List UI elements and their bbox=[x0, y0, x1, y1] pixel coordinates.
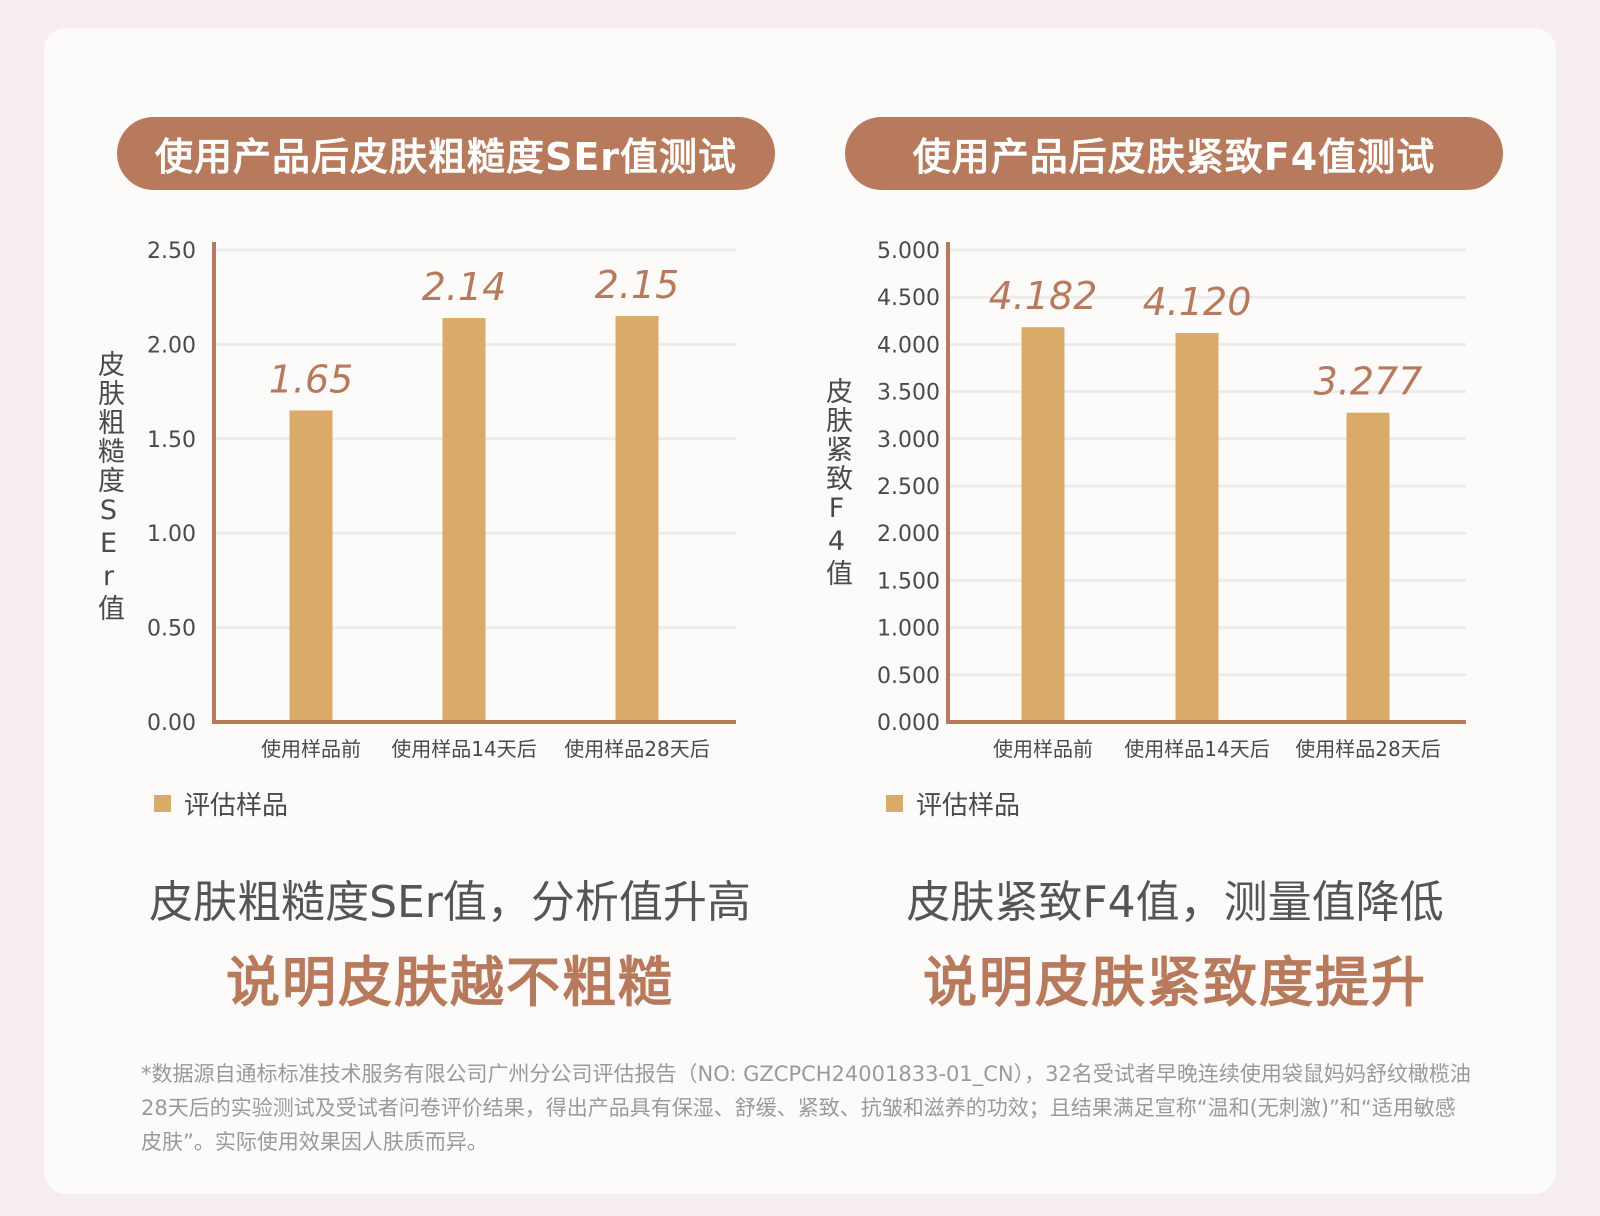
statement-firmness: 皮肤紧致F4值，测量值降低 bbox=[906, 877, 1444, 928]
y-tick-label: 1.000 bbox=[877, 617, 940, 642]
legend-swatch bbox=[154, 795, 171, 812]
chart-title-firmness: 使用产品后皮肤紧致F4值测试 bbox=[845, 117, 1503, 190]
y-tick-label: 4.500 bbox=[877, 286, 940, 311]
y-tick-label: 0.50 bbox=[147, 617, 196, 642]
statement-roughness: 皮肤粗糙度SEr值，分析值升高 bbox=[149, 877, 751, 928]
legend-label: 评估样品 bbox=[916, 791, 1021, 821]
y-axis-label-firmness: 皮肤紧致F4值 bbox=[821, 377, 852, 588]
y-tick-label: 0.500 bbox=[877, 664, 940, 689]
y-tick-label: 2.500 bbox=[877, 475, 940, 500]
conclusion-firmness: 说明皮肤紧致度提升 bbox=[923, 951, 1427, 1014]
legend-firmness: 评估样品 bbox=[886, 785, 1020, 822]
data-label: 3.277 bbox=[1314, 360, 1423, 404]
y-tick-label: 0.000 bbox=[877, 711, 940, 736]
data-label: 4.182 bbox=[989, 274, 1098, 318]
x-category-label: 使用样品28天后 bbox=[1295, 737, 1440, 761]
bar bbox=[1175, 333, 1219, 720]
y-tick-label: 3.000 bbox=[877, 428, 940, 453]
y-tick-label: 2.000 bbox=[877, 522, 940, 547]
x-category-label: 使用样品14天后 bbox=[1124, 737, 1269, 761]
y-tick-label: 3.500 bbox=[877, 381, 940, 406]
y-tick-label: 1.50 bbox=[147, 428, 196, 453]
y-tick-label: 2.00 bbox=[147, 333, 196, 358]
y-axis-label-roughness: 皮肤粗糙度SEr值 bbox=[93, 350, 124, 623]
y-tick-label: 4.000 bbox=[877, 333, 940, 358]
x-category-label: 使用样品前 bbox=[993, 737, 1093, 761]
bar bbox=[1021, 327, 1065, 720]
y-tick-label: 2.50 bbox=[147, 239, 196, 264]
data-label: 4.120 bbox=[1143, 280, 1252, 324]
legend-roughness: 评估样品 bbox=[154, 785, 288, 822]
data-label: 2.14 bbox=[422, 265, 507, 309]
legend-label: 评估样品 bbox=[184, 791, 289, 821]
x-category-label: 使用样品14天后 bbox=[391, 737, 536, 761]
bar bbox=[615, 316, 659, 720]
chart-title-roughness: 使用产品后皮肤粗糙度SEr值测试 bbox=[117, 117, 775, 190]
bar bbox=[1346, 412, 1390, 720]
conclusion-roughness: 说明皮肤越不粗糙 bbox=[226, 951, 674, 1014]
x-category-label: 使用样品28天后 bbox=[564, 737, 709, 761]
legend-swatch bbox=[886, 795, 903, 812]
data-label: 2.15 bbox=[595, 263, 680, 307]
y-tick-label: 1.00 bbox=[147, 522, 196, 547]
footnote-disclaimer: *数据源自通标标准技术服务有限公司广州分公司评估报告（NO: GZCPCH240… bbox=[141, 1062, 1471, 1154]
y-tick-label: 5.000 bbox=[877, 239, 940, 264]
y-tick-label: 0.00 bbox=[147, 711, 196, 736]
bar bbox=[442, 317, 486, 720]
bar bbox=[289, 410, 333, 720]
data-label: 1.65 bbox=[269, 357, 354, 401]
x-category-label: 使用样品前 bbox=[261, 737, 361, 761]
y-tick-label: 1.500 bbox=[877, 569, 940, 594]
